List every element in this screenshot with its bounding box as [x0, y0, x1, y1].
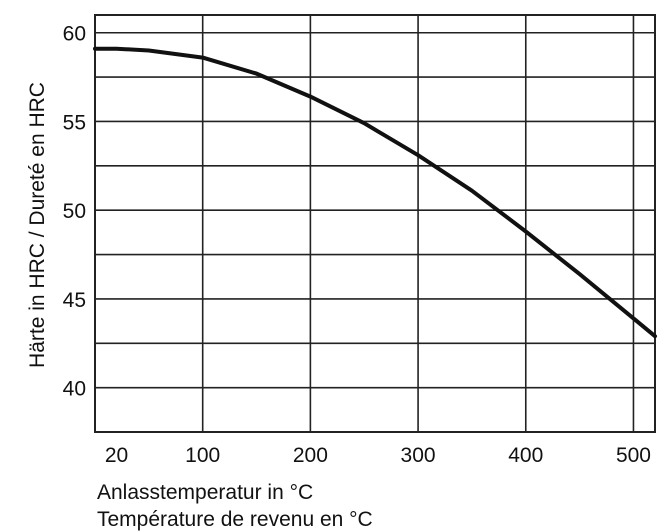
series-layer: [93, 46, 657, 339]
y-tick-labels: 40 45 50 55 60: [63, 23, 86, 401]
x-tick-label: 100: [185, 444, 220, 467]
y-tick-label: 55: [63, 111, 86, 134]
y-tick-label: 40: [63, 378, 86, 401]
x-tick-label: 300: [401, 444, 436, 467]
y-tick-label: 50: [63, 200, 86, 223]
x-tick-label: 200: [293, 444, 328, 467]
x-axis-title-de: Anlasstemperatur in °C: [97, 481, 313, 504]
plot-frame: [94, 14, 656, 433]
x-tick-label: 20: [105, 444, 128, 467]
x-tick-label: 400: [508, 444, 543, 467]
x-tick-label: 500: [616, 444, 651, 467]
grid: [95, 15, 655, 432]
hardness-curve: [93, 46, 657, 339]
x-tick-labels: 20 100 200 300 400 500: [105, 444, 651, 467]
y-axis-title: Härte in HRC / Dureté en HRC: [26, 82, 49, 368]
x-axis-title-fr: Température de revenu en °C: [97, 508, 373, 531]
y-tick-label: 60: [63, 23, 86, 46]
y-tick-label: 45: [63, 289, 86, 312]
